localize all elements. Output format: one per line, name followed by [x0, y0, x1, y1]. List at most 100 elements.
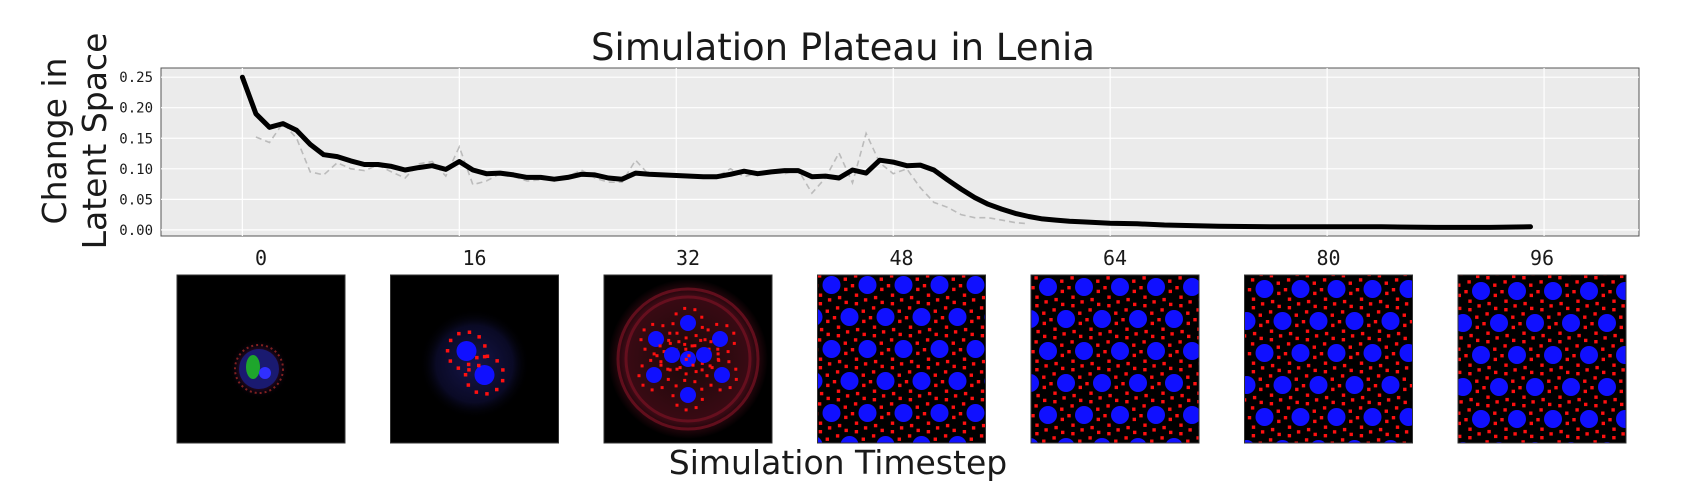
lattice-dash: [1576, 308, 1580, 312]
lattice-dash: [916, 300, 920, 305]
lattice-dash: [1079, 258, 1082, 261]
lattice-dash: [1162, 297, 1166, 302]
lattice-dash: [1403, 323, 1407, 328]
flower-dash: [718, 388, 722, 392]
lattice-dash: [1233, 336, 1236, 339]
lattice-dash: [1647, 408, 1650, 411]
lattice-dash: [880, 351, 884, 356]
lattice-dash: [1222, 376, 1225, 379]
frame-label: 32: [676, 246, 700, 270]
lattice-dash: [1450, 460, 1453, 463]
lattice-dash: [1071, 432, 1075, 436]
lattice-dash: [1342, 363, 1347, 368]
lattice-dash: [1252, 395, 1257, 400]
lattice-dash: [1529, 411, 1533, 415]
lattice-dash: [1232, 436, 1235, 439]
lattice-dash: [1469, 333, 1473, 338]
lattice-dash: [1630, 268, 1633, 271]
lattice-dash: [1451, 430, 1454, 433]
lattice-dash: [1304, 438, 1309, 442]
lattice-dash: [1235, 300, 1238, 303]
lattice-dash: [1441, 432, 1444, 435]
lattice-dash: [1349, 432, 1353, 437]
lattice-dash: [1070, 276, 1074, 280]
lattice-dash: [783, 422, 786, 425]
lattice-dash: [1621, 304, 1625, 308]
lattice-dash: [1067, 414, 1071, 418]
lattice-dash: [1013, 444, 1016, 447]
lattice-dash: [1289, 460, 1292, 463]
lattice-dash: [826, 256, 829, 259]
lattice-dash: [835, 434, 840, 438]
lattice-dash: [1269, 402, 1274, 406]
lattice-blob: [1021, 244, 1039, 262]
lattice-dash: [1062, 332, 1066, 336]
flower-dash: [678, 366, 682, 370]
lattice-dash: [971, 362, 976, 366]
lattice-dash: [1631, 430, 1634, 433]
lattice-dash: [915, 341, 919, 345]
lattice-dash: [1107, 368, 1111, 372]
lattice-dash: [1233, 400, 1236, 403]
lattice-dash: [979, 370, 984, 374]
lattice-dash: [1232, 372, 1235, 375]
lattice-dash: [797, 380, 800, 383]
lattice-dash: [801, 326, 804, 329]
lattice-dash: [928, 264, 931, 267]
lattice-dash: [1376, 310, 1381, 314]
lattice-dash: [1674, 371, 1677, 374]
frame-border: [603, 274, 773, 444]
lattice-dash: [1577, 270, 1580, 273]
lattice-dash: [904, 380, 909, 384]
lattice-dash: [808, 278, 811, 281]
lattice-dash: [1603, 400, 1607, 404]
lattice-dash: [1024, 280, 1027, 283]
lattice-dash: [1044, 364, 1048, 368]
series-smoothed: [239, 74, 1533, 230]
lattice-dash: [1613, 462, 1616, 465]
lattice-dash: [1322, 406, 1327, 410]
lattice-dash: [1649, 462, 1652, 465]
lattice-dash: [1229, 318, 1232, 321]
lattice-dash: [1235, 428, 1238, 431]
lattice-dash: [1240, 344, 1243, 347]
lattice-dash: [1214, 276, 1217, 279]
lattice-dash: [1486, 404, 1490, 408]
lattice-dash: [1079, 450, 1082, 453]
lattice-dash: [1439, 378, 1442, 381]
lattice-dash: [1432, 428, 1435, 431]
lattice-dash: [1134, 332, 1138, 336]
lattice-dash: [1107, 423, 1111, 427]
lattice-dash: [1260, 302, 1265, 306]
lattice-dash: [1132, 343, 1136, 347]
lattice-dash: [1071, 359, 1075, 363]
lattice-dash: [1459, 336, 1463, 340]
lattice-dash: [1674, 307, 1677, 310]
lattice-dash: [1648, 300, 1651, 303]
lattice-dash: [1433, 396, 1436, 399]
lattice-dash: [1601, 411, 1605, 415]
lattice-blob: [1490, 250, 1508, 268]
lattice-dash: [1090, 361, 1094, 366]
lattice-dash: [1536, 354, 1540, 358]
lattice-dash: [1175, 350, 1179, 354]
lattice-dash: [1090, 297, 1094, 302]
lattice-dash: [1052, 308, 1056, 312]
flower-dash: [710, 366, 714, 370]
lattice-dash: [1295, 275, 1299, 277]
lattice-dash: [970, 332, 974, 337]
lattice-dash: [1626, 386, 1629, 389]
lattice-dash: [1132, 417, 1136, 422]
lattice-blob: [1616, 346, 1626, 364]
lattice-dash: [1475, 452, 1478, 455]
lattice-dash: [1247, 288, 1252, 292]
lattice-blob: [1075, 342, 1093, 360]
lattice-dash: [1287, 361, 1292, 365]
lattice-dash: [897, 437, 901, 441]
lattice-blob: [1255, 280, 1274, 298]
lattice-dash: [1666, 460, 1669, 463]
lattice-dash: [1439, 452, 1442, 455]
lattice-dash: [1251, 240, 1254, 243]
lattice-dash: [1341, 246, 1344, 249]
lattice-dash: [1036, 266, 1039, 269]
